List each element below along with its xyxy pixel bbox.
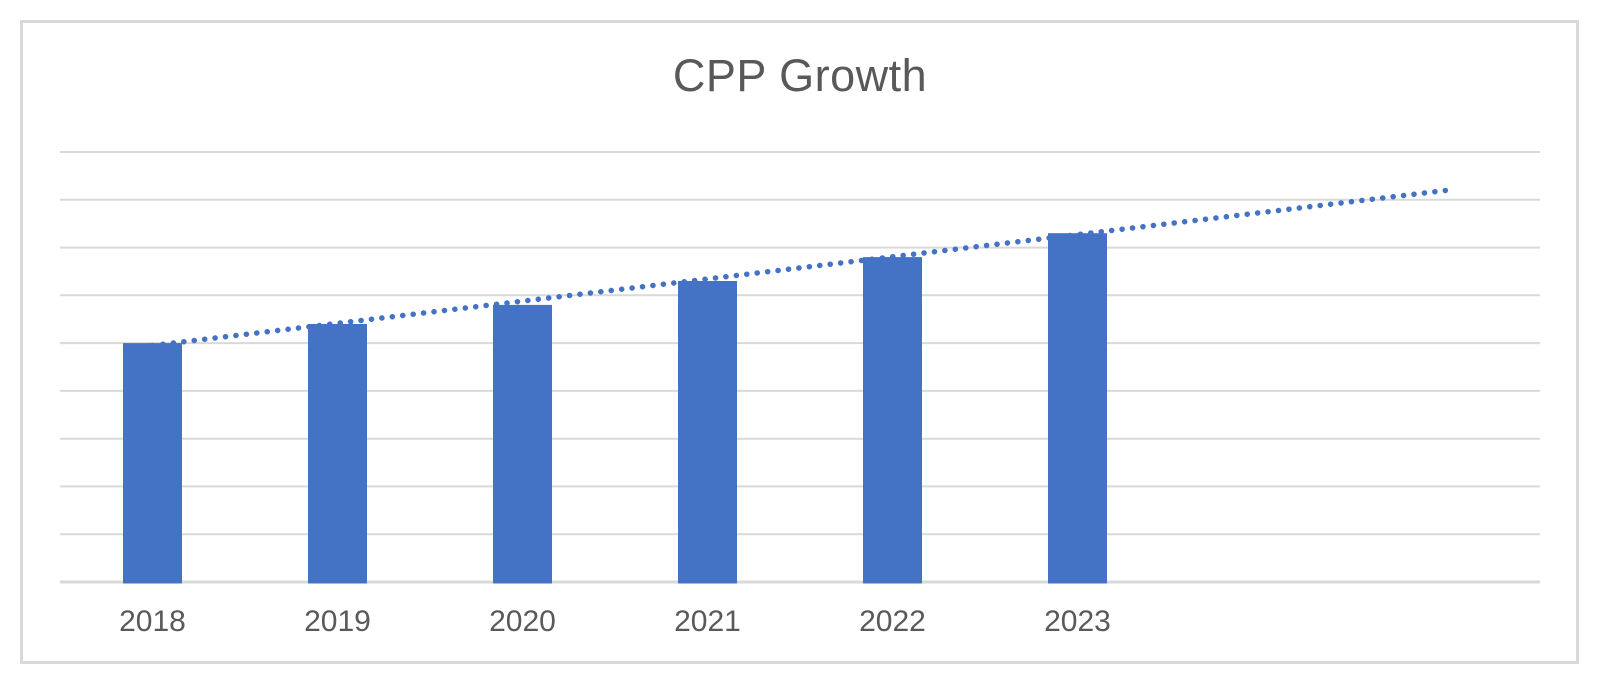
bar-2018: [123, 343, 182, 584]
bar-2021: [678, 281, 737, 584]
bar-2019: [308, 324, 367, 584]
x-axis-labels: 2018 2019 2020 2021 2022 2023: [0, 605, 1600, 645]
chart-title: CPP Growth: [672, 50, 928, 101]
x-axis-label: 2020: [489, 605, 556, 638]
trendline: [149, 187, 1451, 349]
chart-frame: [20, 20, 1579, 664]
bar-2022: [863, 257, 922, 584]
x-axis-label: 2023: [1044, 605, 1111, 638]
x-axis-label: 2018: [119, 605, 186, 638]
x-axis-label: 2022: [859, 605, 926, 638]
x-axis-label: 2021: [674, 605, 741, 638]
x-axis-label: 2019: [304, 605, 371, 638]
bar-2023: [1048, 233, 1107, 584]
bar-2020: [493, 304, 552, 584]
